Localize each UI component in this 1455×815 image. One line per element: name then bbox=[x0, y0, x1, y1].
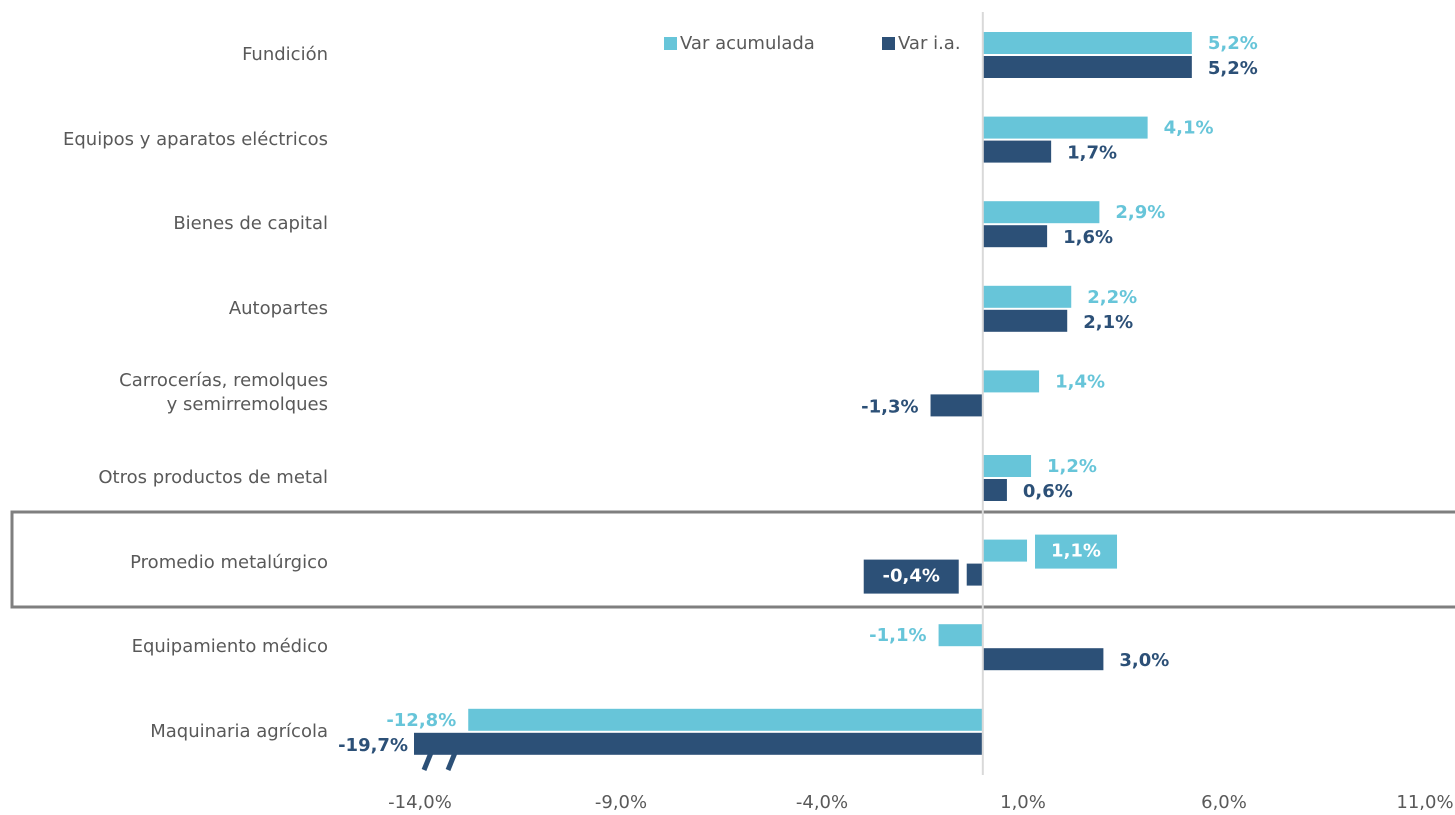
highlight-box bbox=[10, 510, 1455, 609]
value-label: 1,1% bbox=[1051, 541, 1101, 562]
axis-break bbox=[445, 737, 464, 771]
category-label: Maquinaria agrícola bbox=[150, 720, 328, 742]
bars bbox=[414, 32, 1192, 755]
category-label: Autopartes bbox=[228, 297, 328, 319]
bar bbox=[966, 563, 983, 586]
category-label: Otros productos de metal bbox=[98, 467, 328, 488]
value-label: 1,2% bbox=[1047, 456, 1097, 477]
x-tick-label: 1,0% bbox=[1000, 792, 1046, 813]
value-label: 0,6% bbox=[1023, 481, 1073, 502]
category-label: Carrocerías, remolques y semirremolques bbox=[119, 370, 328, 416]
bar bbox=[982, 140, 1052, 163]
value-label: -1,1% bbox=[869, 625, 926, 646]
bar bbox=[982, 201, 1100, 224]
bar bbox=[982, 32, 1192, 54]
value-label: 1,6% bbox=[1063, 227, 1113, 248]
value-label: 1,4% bbox=[1055, 371, 1105, 392]
x-tick-label: 6,0% bbox=[1201, 792, 1247, 813]
value-label: -12,8% bbox=[386, 710, 456, 731]
legend-label: Var i.a. bbox=[898, 33, 961, 54]
bar bbox=[414, 732, 983, 755]
bar bbox=[982, 116, 1148, 139]
bar bbox=[982, 539, 1028, 562]
bar bbox=[982, 56, 1192, 78]
x-tick-label: -9,0% bbox=[595, 792, 647, 813]
bar bbox=[930, 394, 983, 417]
category-label: Fundición bbox=[242, 44, 328, 65]
axis-break bbox=[421, 737, 440, 771]
bar bbox=[982, 309, 1068, 332]
value-label: 1,7% bbox=[1067, 143, 1117, 164]
value-label: -19,7% bbox=[338, 735, 408, 756]
legend-swatch bbox=[882, 37, 895, 50]
bar bbox=[982, 455, 1032, 477]
category-label: Equipos y aparatos eléctricos bbox=[63, 128, 328, 150]
category-label: Promedio metalúrgico bbox=[130, 551, 328, 573]
bar bbox=[982, 225, 1048, 248]
category-label: Bienes de capital bbox=[173, 213, 328, 235]
value-label: 5,2% bbox=[1208, 58, 1258, 79]
legend-label: Var acumulada bbox=[680, 33, 815, 54]
bar bbox=[982, 370, 1040, 393]
bar bbox=[982, 648, 1104, 671]
x-tick-label: -14,0% bbox=[388, 792, 452, 813]
bar bbox=[938, 624, 983, 647]
value-label: -0,4% bbox=[883, 566, 940, 587]
label-box bbox=[1035, 534, 1118, 569]
bar bbox=[468, 708, 983, 731]
x-tick-label: 11,0% bbox=[1396, 792, 1453, 813]
value-label: 4,1% bbox=[1164, 118, 1214, 139]
value-label: 5,2% bbox=[1208, 33, 1258, 54]
value-label: 3,0% bbox=[1119, 650, 1169, 671]
value-label: 2,2% bbox=[1087, 287, 1137, 308]
bar bbox=[982, 479, 1007, 501]
bar bbox=[982, 285, 1072, 308]
category-label: Equipamiento médico bbox=[131, 636, 328, 658]
x-tick-label: -4,0% bbox=[796, 792, 848, 813]
value-label: 2,9% bbox=[1115, 202, 1165, 223]
value-label: 2,1% bbox=[1083, 312, 1133, 333]
legend-swatch bbox=[664, 37, 677, 50]
value-label: -1,3% bbox=[861, 396, 918, 417]
label-box bbox=[863, 559, 959, 594]
